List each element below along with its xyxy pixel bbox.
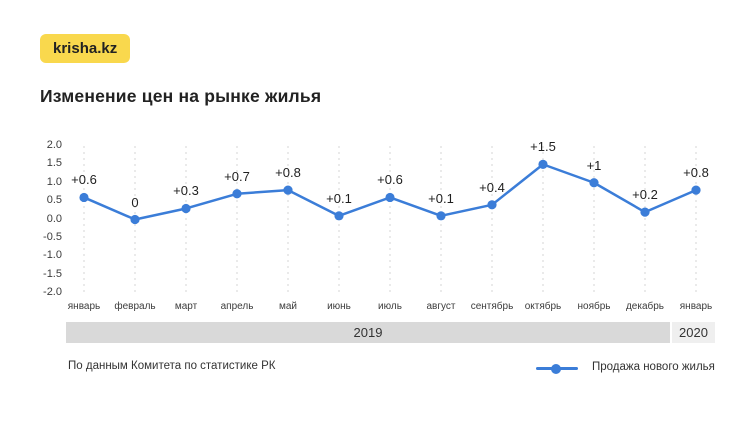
x-axis-month-12: январь (679, 301, 713, 312)
x-axis-month-2: март (174, 301, 198, 312)
point-label-август: +0.1 (428, 190, 454, 206)
y-axis-tick-2.0: 2.0 (46, 139, 62, 151)
y-axis-tick--1.5: -1.5 (43, 267, 62, 280)
data-point-октябрь (538, 159, 548, 169)
point-label-апрель: +0.7 (224, 168, 250, 184)
y-axis-tick-0.5: 0.5 (46, 194, 62, 207)
data-point-апрель (232, 189, 242, 199)
y-axis-tick-1.5: 1.5 (46, 157, 62, 170)
point-label-сентябрь: +0.4 (479, 179, 505, 195)
x-axis-month-9: октябрь (524, 301, 562, 312)
point-label-июль: +0.6 (377, 172, 403, 188)
y-axis-tick--2.0: -2.0 (43, 286, 62, 298)
data-point-февраль (130, 214, 140, 225)
year-2020-label: 2020 (679, 325, 708, 340)
data-point-июль (385, 192, 395, 203)
data-source-note: По данным Комитета по статистике РК (68, 360, 276, 372)
point-label-февраль: 0 (131, 194, 139, 210)
data-point-ноябрь (589, 178, 599, 188)
data-point-декабрь (640, 207, 650, 217)
y-axis-tick-1.0: 1.0 (46, 175, 62, 188)
x-axis-month-5: июнь (327, 301, 351, 312)
data-point-май (283, 185, 293, 195)
data-point-январь (79, 192, 89, 203)
timeline-year-2020: 2020 (672, 322, 715, 343)
data-point-июнь (334, 211, 344, 221)
point-label-март: +0.3 (173, 183, 199, 199)
x-axis-month-8: сентябрь (470, 301, 514, 312)
point-label-январь: +0.6 (71, 172, 97, 188)
point-label-январь: +0.8 (683, 165, 709, 181)
y-axis-tick--0.5: -0.5 (43, 230, 62, 243)
timeline-year-2019: 2019 (66, 322, 670, 343)
point-label-июнь: +0.1 (326, 190, 352, 206)
x-axis-month-6: июль (378, 301, 402, 312)
x-axis-month-0: январь (67, 301, 101, 312)
x-axis-month-1: февраль (114, 301, 156, 312)
point-label-декабрь: +0.2 (632, 187, 658, 203)
point-label-ноябрь: +1 (586, 157, 602, 173)
brand-badge: krisha.kz (40, 34, 131, 63)
legend-series-label: Продажа нового жилья (592, 361, 715, 373)
page-title: Изменение цен на рынке жилья (40, 86, 322, 106)
y-axis-tick--1.0: -1.0 (43, 249, 62, 262)
y-axis-tick-0.0: 0.0 (46, 212, 62, 225)
x-axis-month-4: май (278, 301, 298, 312)
x-axis-month-7: август (426, 301, 456, 312)
data-point-сентябрь (487, 200, 497, 210)
point-label-май: +0.8 (275, 165, 301, 181)
x-axis-month-3: апрель (220, 301, 254, 312)
data-point-январь (691, 185, 701, 195)
point-label-октябрь: +1.5 (530, 139, 556, 155)
data-point-август (436, 211, 446, 221)
x-axis-month-10: ноябрь (577, 301, 611, 312)
chart-legend: Продажа нового жилья (536, 356, 716, 378)
brand-badge-label: krisha.kz (53, 40, 118, 57)
data-point-март (181, 203, 191, 214)
year-2019-label: 2019 (353, 325, 383, 340)
x-axis-month-11: декабрь (625, 301, 665, 312)
legend-dot-icon (551, 363, 561, 374)
